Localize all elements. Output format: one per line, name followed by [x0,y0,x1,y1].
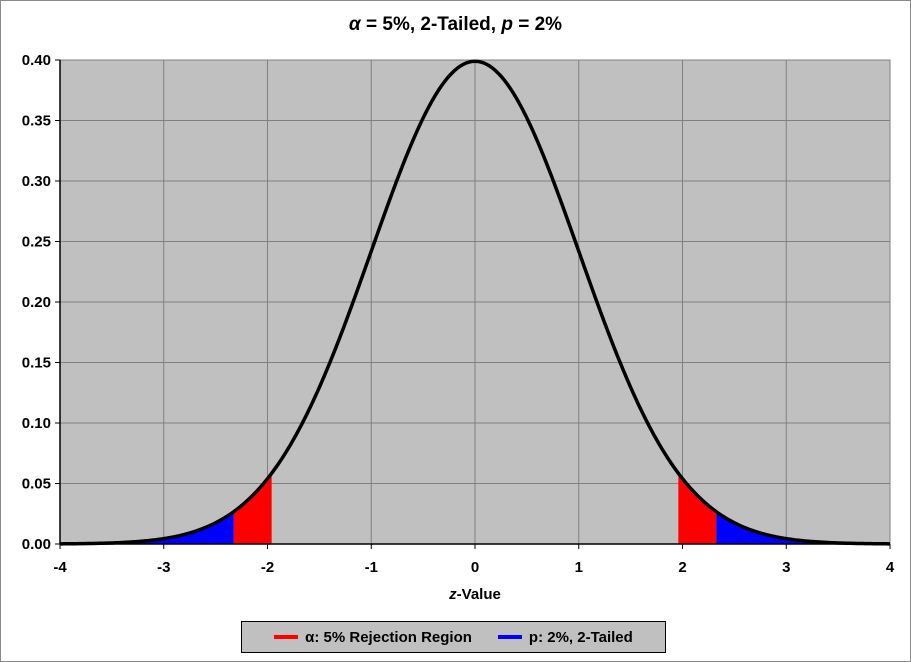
x-label-italic: z [449,586,457,603]
shaded-region [716,511,890,544]
x-tick-label: -4 [53,559,67,576]
y-tick-label: 0.25 [22,234,51,251]
density-curve [59,59,891,546]
title-p-symbol: p [501,14,513,35]
y-tick-label: 0.40 [22,52,51,69]
legend-swatch-blue [497,635,522,639]
title-part1: = 5%, 2-Tailed, [360,14,502,35]
shaded-region [678,473,717,544]
chart-svg: 0.000.050.100.150.200.250.300.350.40 -4-… [22,52,895,576]
legend-label-p: p: 2%, 2-Tailed [528,628,633,646]
legend-item-p: p: 2%, 2-Tailed [497,628,633,646]
x-label-rest: -Value [456,586,501,603]
y-tick-labels: 0.00 0.05 0.10 0.15 0.20 0.25 0.30 0.35 0.40 [22,52,51,553]
x-tick-label: 4 [886,559,895,576]
x-tick-label: -2 [261,559,274,576]
x-tick-label: 0 [471,559,479,576]
shaded-regions [60,473,890,544]
x-axis-label: z-Value [0,586,911,603]
legend-item-alpha: α: 5% Rejection Region [274,629,472,646]
title-alpha-symbol: α [348,14,361,35]
axes [55,59,891,549]
y-tick-label: 0.00 [22,536,51,553]
legend-swatch-red [274,635,299,639]
chart-title: α = 5%, 2-Tailed, p = 2% [0,14,911,36]
title-part2: = 2% [512,14,563,35]
legend: α: 5% Rejection Region p: 2%, 2-Tailed [241,621,666,653]
x-tick-label: -3 [157,559,170,576]
x-tick-label: -1 [365,559,378,576]
legend-label-alpha: α: 5% Rejection Region [305,628,472,646]
y-tick-label: 0.15 [22,355,51,372]
x-tick-label: 2 [678,559,686,576]
x-tick-label: 1 [575,559,583,576]
x-tick-labels: -4 -3 -2 -1 0 1 2 3 4 [53,559,895,576]
shaded-region [233,473,272,544]
y-tick-label: 0.05 [22,476,51,493]
y-tick-label: 0.30 [22,173,51,190]
y-tick-label: 0.20 [22,294,51,311]
y-tick-label: 0.35 [22,113,51,130]
x-tick-label: 3 [782,559,790,576]
y-tick-label: 0.10 [22,415,51,432]
shaded-region [60,511,234,544]
